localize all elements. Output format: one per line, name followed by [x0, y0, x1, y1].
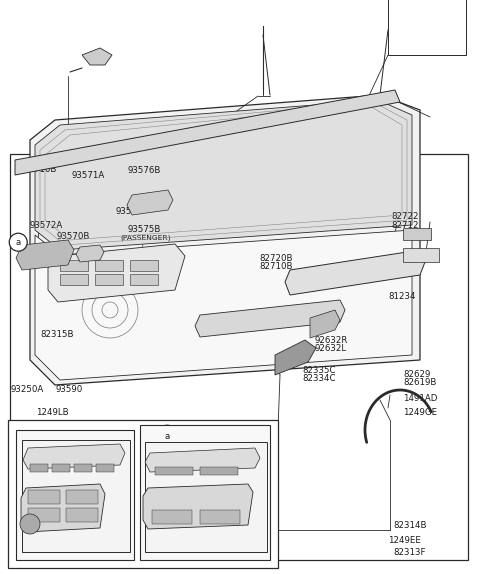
Circle shape — [9, 233, 27, 251]
Polygon shape — [76, 245, 104, 262]
Polygon shape — [195, 300, 345, 337]
Polygon shape — [145, 448, 260, 472]
Bar — [200, 467, 238, 475]
Text: P82318: P82318 — [288, 308, 321, 317]
Polygon shape — [82, 48, 112, 65]
Bar — [22, 440, 130, 552]
Circle shape — [67, 505, 75, 513]
Bar — [140, 425, 270, 560]
Text: 82315B: 82315B — [41, 330, 74, 339]
Circle shape — [156, 425, 178, 447]
Text: a: a — [165, 432, 169, 441]
Circle shape — [219, 251, 232, 262]
Text: 82302: 82302 — [211, 489, 239, 498]
Circle shape — [259, 481, 267, 489]
Bar — [66, 508, 98, 522]
Bar — [388, 0, 466, 55]
Text: 92632L: 92632L — [314, 344, 347, 353]
Text: 82334C: 82334C — [302, 374, 336, 383]
Text: 82241: 82241 — [34, 483, 61, 492]
Polygon shape — [127, 190, 173, 215]
Text: 82710B: 82710B — [259, 262, 293, 272]
Bar — [130, 274, 158, 285]
Bar — [200, 510, 240, 524]
Text: 93575B: 93575B — [127, 225, 161, 234]
Bar — [60, 274, 88, 285]
Polygon shape — [48, 244, 185, 302]
Text: 93570B: 93570B — [57, 232, 90, 241]
Bar — [52, 464, 70, 472]
Polygon shape — [23, 444, 125, 469]
Text: 82317D: 82317D — [36, 542, 70, 552]
Bar — [8, 420, 278, 568]
Circle shape — [422, 534, 430, 542]
Circle shape — [20, 514, 40, 534]
Text: 1249ED: 1249ED — [19, 533, 53, 542]
Bar — [130, 260, 158, 271]
Polygon shape — [143, 484, 253, 529]
Bar — [95, 260, 123, 271]
Text: 93571A: 93571A — [71, 171, 104, 180]
Bar — [403, 228, 431, 240]
Circle shape — [78, 297, 85, 305]
Text: 82620B: 82620B — [34, 441, 67, 451]
Text: (PASSENGER): (PASSENGER) — [120, 234, 170, 241]
Bar — [10, 154, 468, 560]
Bar — [28, 508, 60, 522]
Bar — [66, 490, 98, 504]
Polygon shape — [35, 100, 412, 250]
Text: 82610B: 82610B — [34, 449, 67, 458]
Polygon shape — [21, 484, 105, 532]
Polygon shape — [30, 95, 420, 385]
Polygon shape — [15, 90, 400, 175]
Text: 93250A: 93250A — [11, 385, 44, 394]
Bar — [74, 464, 92, 472]
Text: 82720B: 82720B — [259, 254, 293, 263]
Text: 1491AD: 1491AD — [403, 394, 438, 403]
Bar — [95, 274, 123, 285]
Text: 82712: 82712 — [391, 220, 419, 230]
Bar — [155, 467, 193, 475]
Text: 93710B: 93710B — [23, 165, 57, 174]
Text: 82619B: 82619B — [403, 378, 437, 387]
Polygon shape — [275, 340, 316, 375]
Text: 82313F: 82313F — [394, 548, 426, 557]
Text: 1249GE: 1249GE — [403, 408, 437, 417]
Bar — [28, 490, 60, 504]
Bar — [152, 510, 192, 524]
Polygon shape — [285, 250, 425, 295]
Polygon shape — [35, 230, 412, 380]
Text: 93576B: 93576B — [127, 166, 161, 175]
Text: 82734A: 82734A — [137, 547, 170, 556]
Text: 82722: 82722 — [391, 212, 419, 222]
Text: 82629: 82629 — [403, 370, 431, 379]
Text: 82335C: 82335C — [302, 366, 336, 375]
Text: 82301: 82301 — [211, 497, 239, 506]
Text: 81234: 81234 — [389, 292, 416, 301]
Text: 93572A: 93572A — [30, 220, 63, 230]
Bar — [30, 464, 48, 472]
Polygon shape — [16, 240, 74, 270]
Text: a: a — [16, 238, 21, 247]
Bar — [145, 442, 267, 552]
Bar — [16, 430, 134, 560]
Bar — [96, 464, 114, 472]
Bar — [60, 260, 88, 271]
Text: P82317: P82317 — [288, 316, 321, 325]
Text: 1249LB: 1249LB — [36, 408, 69, 417]
Text: 82231: 82231 — [34, 490, 61, 499]
Polygon shape — [310, 310, 340, 338]
Text: 92632R: 92632R — [314, 336, 348, 345]
Text: 93590: 93590 — [55, 385, 83, 394]
Text: 1249EE: 1249EE — [388, 536, 420, 545]
Bar — [403, 248, 439, 262]
Text: 1249GE: 1249GE — [137, 539, 171, 548]
Text: 93577: 93577 — [115, 207, 143, 216]
Text: 82314B: 82314B — [394, 521, 427, 530]
